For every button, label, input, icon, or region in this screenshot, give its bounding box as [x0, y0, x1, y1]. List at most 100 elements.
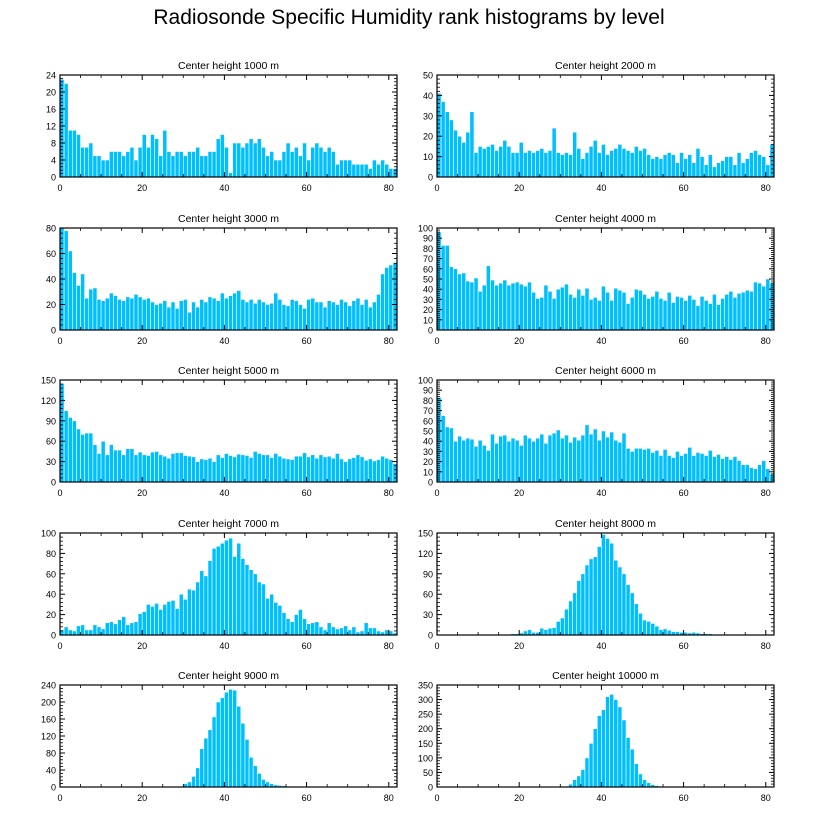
bar: [699, 296, 705, 331]
bar: [683, 158, 688, 178]
y-tick-label: 160: [41, 715, 56, 725]
bar: [576, 148, 582, 178]
bar: [240, 454, 246, 483]
panel-6: Center height 6000 m01020304050607080901…: [418, 365, 775, 498]
bar: [646, 154, 652, 178]
bar: [687, 447, 693, 483]
bar: [440, 245, 446, 331]
bar: [658, 629, 664, 636]
bar: [555, 621, 561, 636]
bar: [133, 621, 139, 636]
y-tick-label: 100: [418, 224, 433, 234]
bar: [473, 445, 479, 483]
bar: [380, 159, 385, 178]
bar: [675, 451, 680, 483]
bar: [244, 142, 250, 178]
bar: [720, 458, 725, 483]
x-tick-label: 20: [514, 336, 524, 346]
bar: [125, 296, 131, 331]
bar: [646, 782, 652, 788]
bar: [174, 151, 180, 178]
bar: [531, 291, 536, 331]
bar: [662, 154, 668, 178]
bar: [298, 609, 303, 636]
bar: [732, 297, 738, 331]
x-tick-label: 40: [219, 336, 229, 346]
panel-title: Center height 10000 m: [552, 670, 659, 682]
bar: [117, 299, 122, 331]
x-tick-label: 60: [302, 793, 312, 803]
bar: [100, 159, 106, 178]
bar: [592, 556, 598, 636]
bar: [559, 286, 565, 331]
bar: [150, 134, 155, 178]
bar: [141, 454, 147, 483]
bar: [100, 440, 106, 483]
bar: [191, 776, 196, 788]
bar: [170, 155, 176, 178]
bar: [174, 608, 180, 636]
bar: [224, 297, 229, 331]
bar: [104, 297, 110, 331]
plot-frame: [436, 532, 775, 636]
bar: [572, 592, 578, 636]
bar: [219, 697, 225, 788]
bar: [166, 601, 172, 636]
bar: [625, 737, 631, 788]
y-tick-label: 20: [423, 457, 433, 467]
x-tick-label: 40: [219, 641, 229, 651]
bar: [84, 629, 90, 636]
bar: [207, 457, 213, 483]
x-tick-label: 0: [434, 488, 439, 498]
bar: [695, 452, 701, 483]
bar: [109, 151, 114, 178]
bar: [543, 629, 549, 636]
bar: [293, 455, 299, 483]
y-tick-label: 20: [46, 610, 56, 620]
bar: [166, 306, 172, 331]
bar: [572, 436, 578, 483]
bar: [306, 456, 311, 483]
bar: [117, 151, 122, 178]
bar: [572, 131, 578, 178]
x-tick-label: 0: [57, 793, 62, 803]
bar: [269, 151, 275, 178]
x-tick-label: 60: [679, 793, 689, 803]
bar: [248, 138, 254, 178]
bar: [564, 608, 569, 636]
bar: [376, 293, 381, 331]
y-tick-label: 200: [41, 698, 56, 708]
bar: [461, 142, 467, 178]
bar: [318, 146, 324, 178]
bar: [596, 546, 602, 636]
x-tick-label: 0: [57, 336, 62, 346]
bar: [539, 627, 545, 636]
bar: [343, 625, 348, 636]
y-tick-label: 300: [418, 695, 433, 705]
bar: [137, 146, 143, 178]
bar: [367, 168, 373, 178]
bar: [576, 439, 582, 483]
bar: [146, 146, 151, 178]
panel-title: Center height 3000 m: [178, 213, 279, 225]
bar: [392, 168, 398, 178]
bar: [215, 701, 221, 788]
x-tick-label: 20: [137, 488, 147, 498]
bar: [384, 163, 390, 178]
bar: [277, 299, 283, 331]
bar: [306, 623, 311, 636]
bar: [629, 297, 635, 331]
bar: [592, 728, 598, 788]
bar: [736, 292, 742, 331]
bar: [203, 155, 209, 178]
bar: [683, 300, 688, 331]
bar: [236, 142, 242, 178]
bar: [232, 556, 238, 636]
bar: [228, 537, 233, 636]
bar: [154, 304, 159, 331]
bar: [650, 623, 656, 636]
bar: [72, 272, 77, 331]
bar: [531, 152, 536, 178]
bar: [465, 280, 471, 331]
bar: [539, 148, 545, 178]
